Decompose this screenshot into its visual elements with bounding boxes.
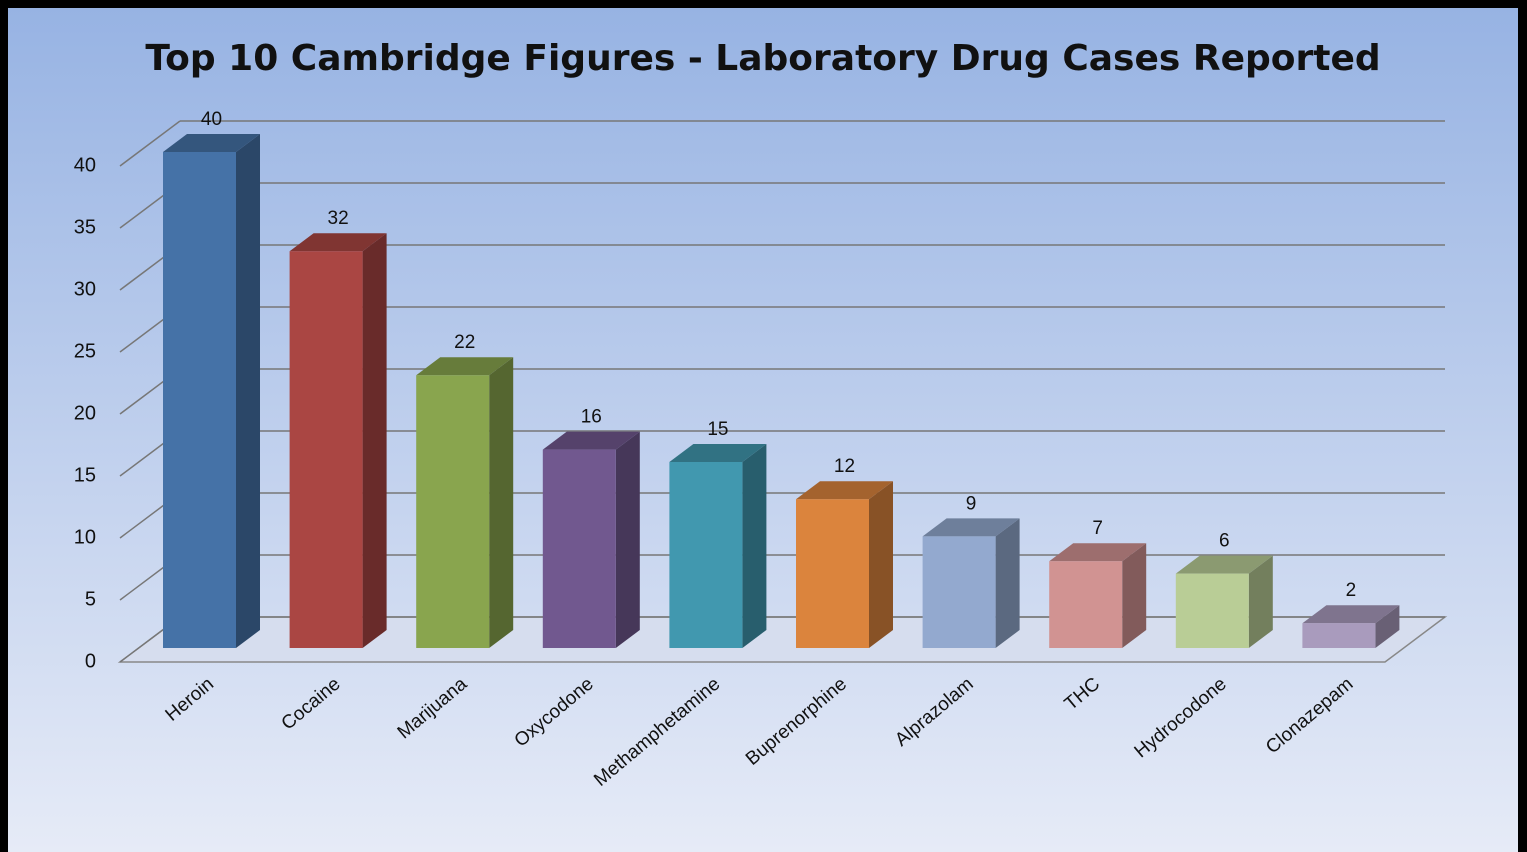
bar-top bbox=[163, 134, 260, 152]
bar-top bbox=[669, 444, 767, 462]
value-label: 2 bbox=[1346, 580, 1357, 601]
bar-top bbox=[1175, 555, 1273, 574]
bar bbox=[922, 536, 996, 648]
chart-title: Top 10 Cambridge Figures - Laboratory Dr… bbox=[145, 38, 1380, 79]
value-label: 32 bbox=[328, 208, 349, 229]
bar-side bbox=[869, 481, 893, 648]
y-tick-label: 25 bbox=[74, 340, 96, 362]
bar-top bbox=[289, 233, 387, 252]
y-tick-label: 10 bbox=[74, 526, 96, 548]
bar bbox=[289, 251, 363, 648]
grid-line-side bbox=[119, 120, 181, 167]
bar-top bbox=[922, 518, 1020, 537]
y-tick-label: 30 bbox=[74, 278, 96, 300]
bar-side bbox=[489, 357, 514, 648]
value-label: 6 bbox=[1219, 531, 1230, 552]
bar bbox=[1049, 561, 1123, 648]
bar-side bbox=[1248, 555, 1273, 648]
y-tick-label: 5 bbox=[85, 588, 96, 610]
value-label: 7 bbox=[1092, 518, 1103, 539]
bar bbox=[416, 375, 490, 648]
bar-side bbox=[236, 134, 260, 648]
value-label: 16 bbox=[581, 407, 602, 428]
bar bbox=[669, 462, 743, 648]
value-label: 9 bbox=[966, 493, 977, 514]
value-label: 15 bbox=[707, 419, 728, 440]
bar-side bbox=[1375, 605, 1400, 648]
bar bbox=[163, 152, 236, 648]
y-tick-label: 20 bbox=[74, 402, 96, 424]
value-label: 22 bbox=[454, 332, 475, 353]
y-tick-label: 0 bbox=[85, 650, 96, 672]
y-tick-label: 35 bbox=[74, 216, 96, 238]
bar-side bbox=[362, 233, 387, 648]
value-label: 12 bbox=[834, 456, 855, 477]
bar-top bbox=[1049, 543, 1147, 562]
y-tick-label: 15 bbox=[74, 464, 96, 486]
bar-side bbox=[1122, 543, 1147, 648]
value-label: 40 bbox=[201, 109, 222, 130]
bar bbox=[542, 449, 616, 648]
bar-side bbox=[995, 518, 1020, 648]
bar-top bbox=[1302, 605, 1400, 624]
bar-side bbox=[615, 431, 640, 648]
y-tick-label: 40 bbox=[74, 154, 96, 176]
bar-top bbox=[796, 481, 893, 500]
bar bbox=[796, 499, 869, 648]
bar bbox=[1175, 573, 1249, 648]
bar-top bbox=[416, 357, 514, 376]
bar bbox=[1302, 623, 1376, 648]
bar-top bbox=[542, 431, 640, 450]
bar-side bbox=[742, 444, 767, 648]
